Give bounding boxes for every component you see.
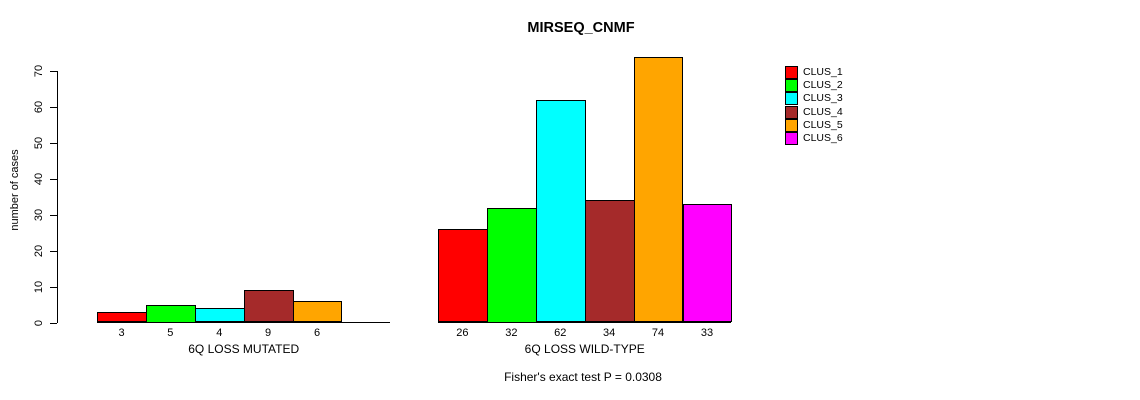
legend-item: CLUS_4 (785, 105, 843, 119)
y-tick-label: 40 (33, 172, 45, 185)
x-axis-line (97, 322, 391, 323)
bar (292, 300, 343, 323)
bar (682, 203, 733, 323)
y-tick (50, 250, 57, 252)
bar-value-label: 32 (505, 327, 518, 339)
y-tick-label: 20 (33, 244, 45, 257)
bar-value-label: 34 (602, 327, 616, 339)
legend-label: CLUS_2 (803, 79, 843, 92)
legend-label: CLUS_3 (803, 92, 843, 105)
y-tick-label: 60 (33, 100, 45, 114)
bar-value-label: 33 (700, 327, 714, 339)
bar-value-label: 74 (651, 327, 665, 339)
chart-title: MIRSEQ_CNMF (527, 20, 635, 36)
bar (243, 290, 294, 323)
legend-swatch (785, 65, 798, 79)
bar-value-label: 62 (554, 327, 567, 339)
bar (145, 304, 196, 323)
y-tick-label: 0 (33, 319, 45, 326)
bar (438, 229, 488, 323)
bar-value-label: 9 (265, 327, 272, 339)
bar-value-label: 4 (216, 327, 223, 339)
x-axis-label: 6Q LOSS WILD-TYPE (524, 342, 645, 356)
bar (194, 308, 245, 323)
bar (486, 207, 537, 323)
y-tick (50, 106, 57, 108)
legend-label: CLUS_1 (803, 65, 843, 78)
bar-value-label: 5 (167, 327, 174, 339)
bar (97, 311, 147, 323)
legend-swatch (785, 119, 798, 132)
legend-label: CLUS_6 (803, 132, 843, 145)
legend-swatch (785, 132, 798, 146)
bar-value-label: 26 (456, 327, 469, 339)
y-tick (50, 178, 57, 180)
y-axis-label: number of cases (9, 149, 21, 231)
y-tick (50, 142, 57, 144)
y-tick (50, 214, 57, 216)
y-tick (50, 286, 57, 288)
y-axis-line (57, 71, 58, 323)
x-axis-label: 6Q LOSS MUTATED (188, 342, 300, 356)
legend-item: CLUS_2 (785, 79, 843, 93)
legend-swatch (785, 105, 798, 119)
bar-value-label: 6 (313, 327, 321, 339)
legend-item: CLUS_5 (785, 119, 843, 132)
bar (584, 200, 635, 323)
legend-item: CLUS_3 (785, 92, 843, 106)
x-axis-line (438, 322, 732, 323)
legend-item: CLUS_6 (785, 132, 843, 146)
y-tick-label: 30 (33, 208, 45, 221)
bar (633, 56, 684, 323)
legend-swatch (785, 79, 798, 93)
legend-swatch (785, 92, 798, 106)
y-tick-label: 50 (33, 136, 45, 149)
legend-label: CLUS_5 (803, 119, 843, 131)
y-tick (50, 322, 57, 324)
bar-value-label: 3 (118, 327, 125, 339)
bar (535, 99, 586, 323)
y-tick-label: 10 (33, 280, 45, 293)
legend-item: CLUS_1 (785, 65, 843, 79)
y-tick-label: 70 (33, 64, 45, 78)
y-tick (50, 71, 57, 72)
annotation-text: Fisher's exact test P = 0.0308 (504, 370, 662, 384)
legend-label: CLUS_4 (803, 105, 843, 118)
